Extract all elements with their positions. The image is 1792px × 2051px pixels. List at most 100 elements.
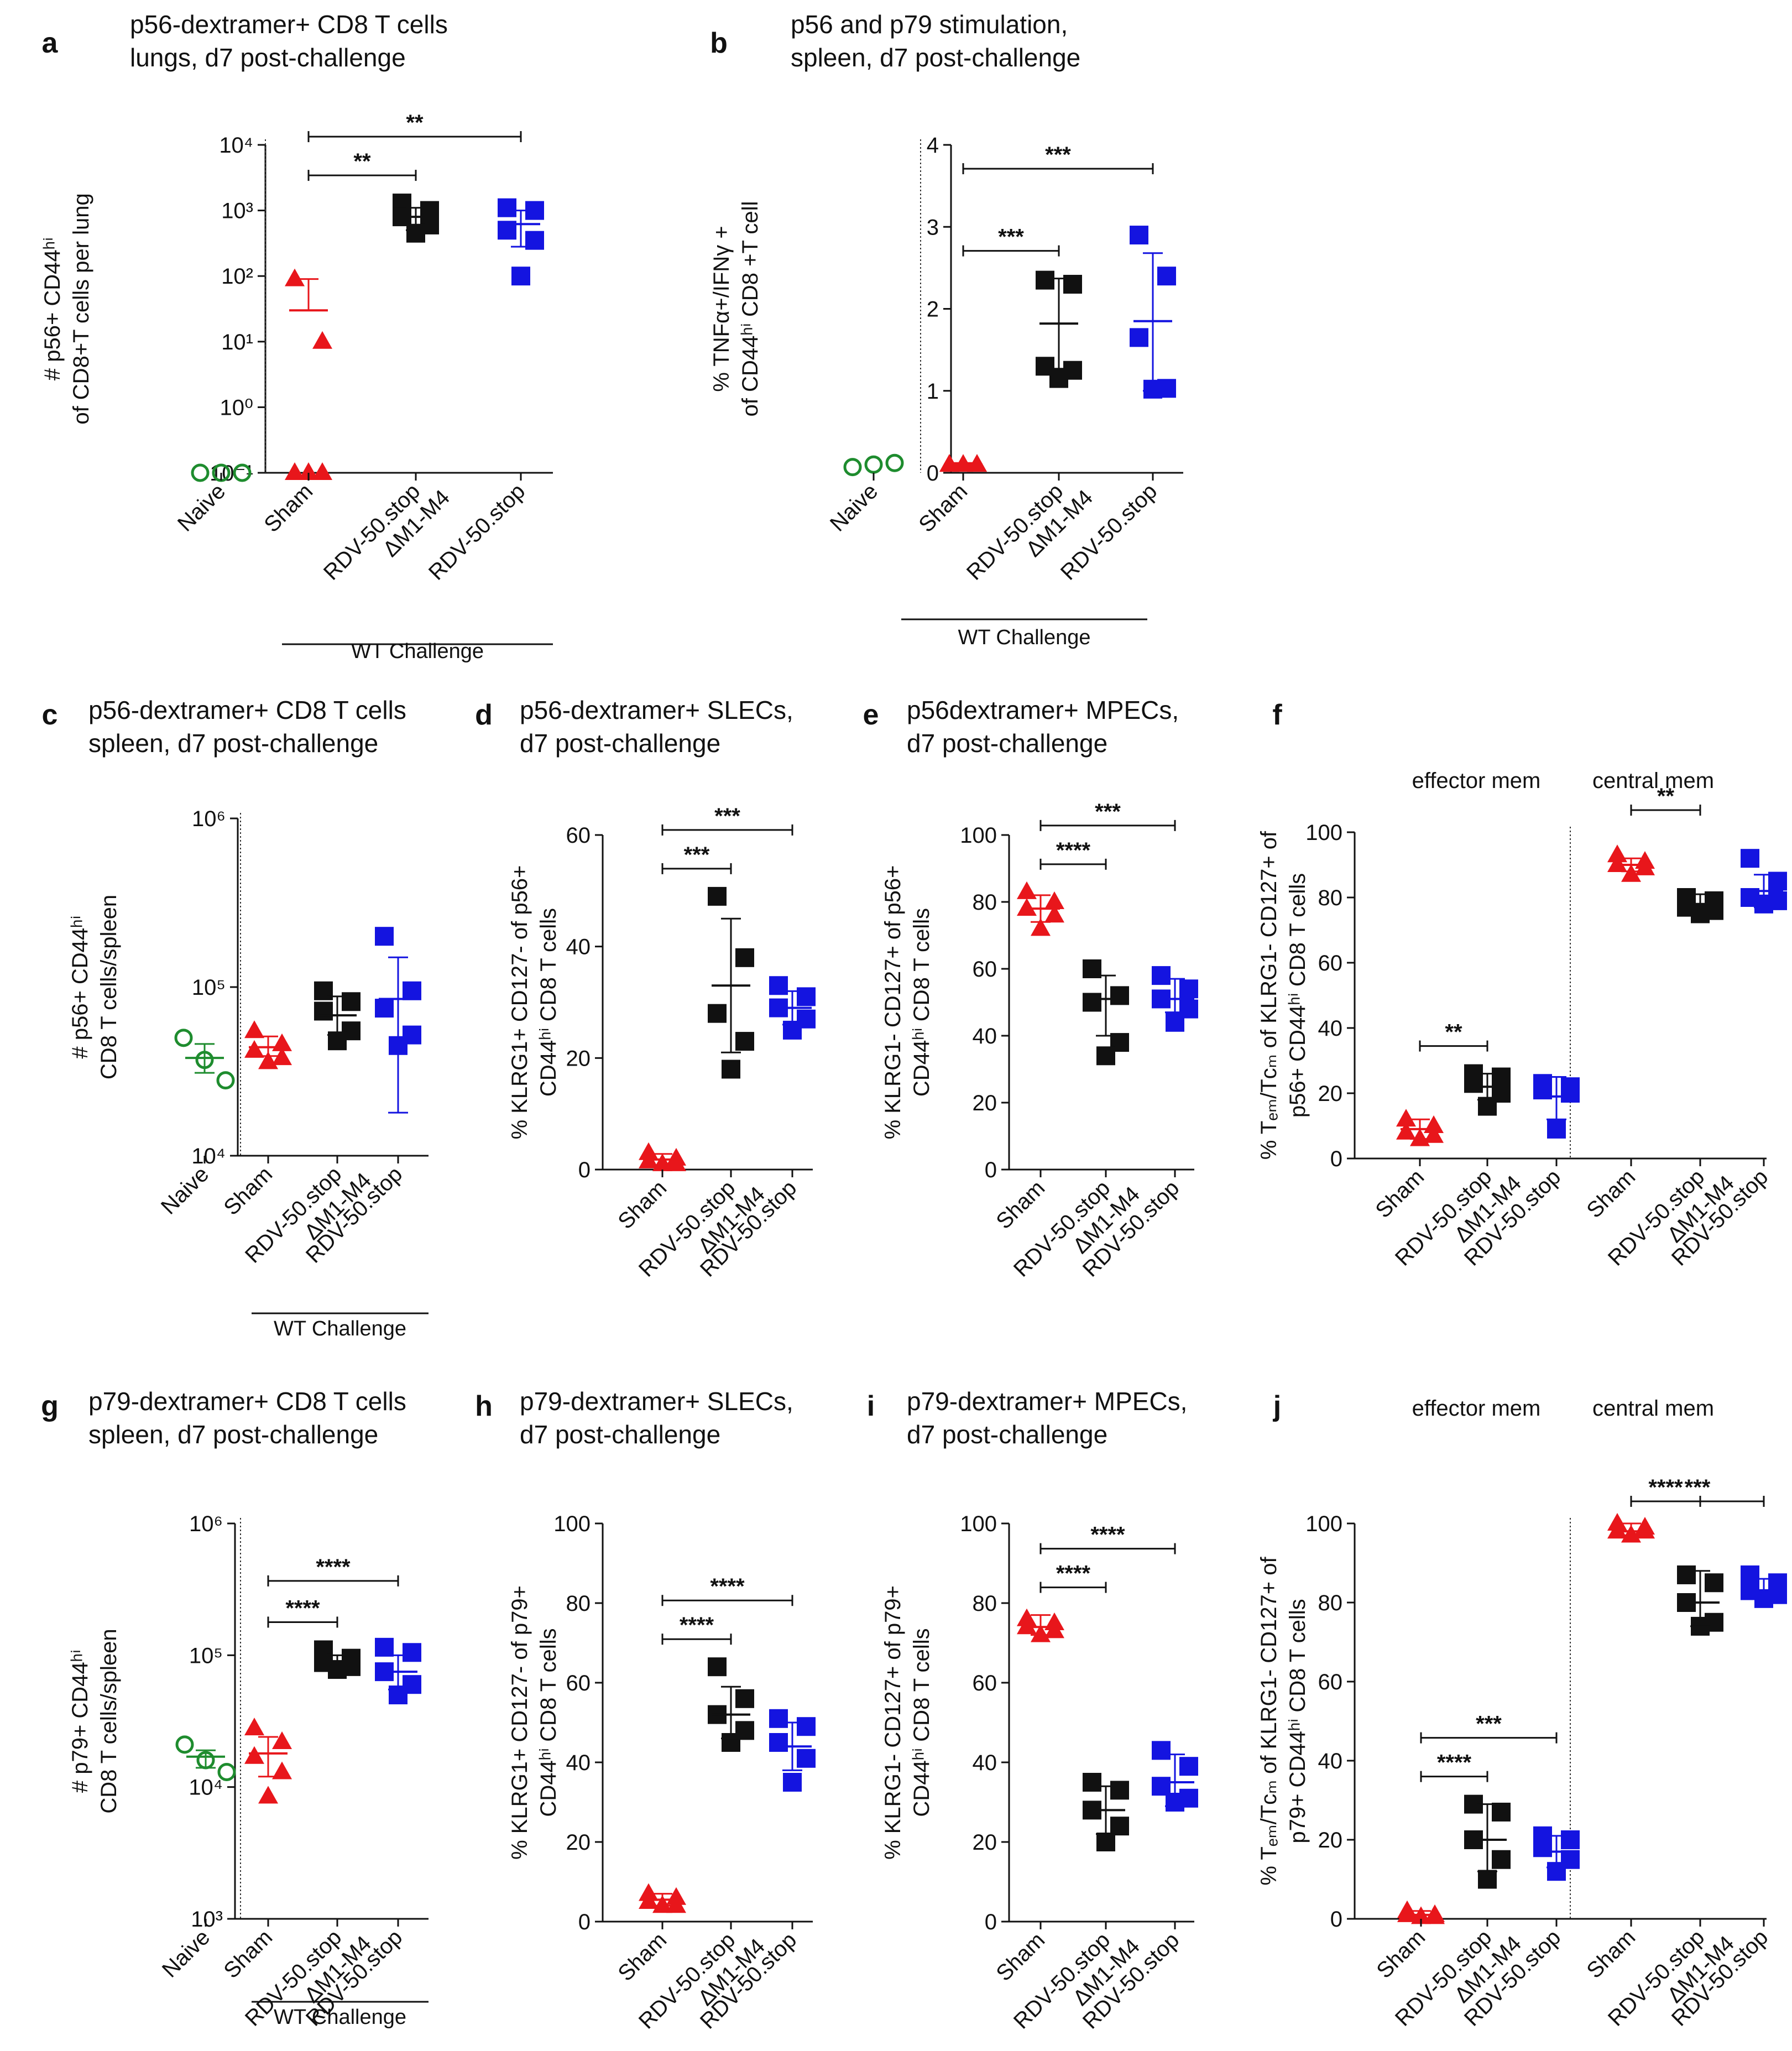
panel-title: d7 post-challenge: [520, 729, 720, 758]
y-axis-label: % Tₑₘ/Tᴄₘ of KLRG1- CD127+ of p56+ CD44ʰⁱ…: [1257, 831, 1310, 1160]
y-label-line: CD8 T cells/spleen: [97, 895, 121, 1079]
group-2: [314, 981, 361, 1051]
data-point: [797, 1749, 816, 1768]
y-tick-label: 40: [566, 1751, 591, 1775]
y-tick-label: 0: [578, 1910, 591, 1934]
group-0: [639, 1142, 686, 1171]
wt-challenge-label: WT Challenge: [274, 2006, 406, 2029]
panel-letter: b: [710, 27, 728, 59]
data-point: [797, 1717, 816, 1736]
group-1: [244, 1718, 292, 1804]
x-label-line: Sham: [219, 1925, 277, 1983]
group-1: [285, 268, 332, 480]
group-3: [1607, 844, 1655, 882]
data-point: [244, 1040, 264, 1058]
panel-title: lungs, d7 post-challenge: [130, 43, 406, 72]
x-label-line: Sham: [219, 1162, 277, 1220]
section-label: effector mem: [1412, 769, 1541, 793]
panel-g: g p79-dextramer+ CD8 T cells spleen, d7 po…: [41, 1387, 429, 2031]
data-point: [1741, 849, 1759, 868]
data-point: [1017, 1616, 1037, 1635]
y-label-line: % KLRG1+ CD127- of p56+: [508, 865, 532, 1140]
sig-label: ****: [1056, 838, 1091, 863]
y-label-line: % KLRG1+ CD127- of p79+: [508, 1585, 532, 1860]
section-label: effector mem: [1412, 1396, 1541, 1421]
sig-label: ***: [1045, 143, 1071, 167]
sig-label: **: [1657, 784, 1675, 808]
data-point: [1179, 979, 1198, 999]
x-tick-label: Sham: [613, 1176, 671, 1234]
data-point: [175, 1735, 194, 1754]
y-tick-label: 10³: [221, 199, 253, 223]
data-point: [666, 1895, 686, 1913]
sig-label: **: [1445, 1020, 1462, 1045]
data-point: [233, 463, 252, 482]
y-tick-label: 10³: [191, 1907, 223, 1932]
y-tick-label: 0: [1330, 1147, 1342, 1171]
group-1: [1464, 1064, 1511, 1116]
panel-title: spleen, d7 post-challenge: [88, 729, 378, 758]
sig-label: ***: [684, 843, 710, 867]
x-tick-label: Sham: [1582, 1925, 1640, 1983]
x-tick-label: Sham: [219, 1925, 277, 1983]
y-tick-label: 0: [927, 461, 939, 486]
y-tick-label: 20: [566, 1830, 591, 1855]
y-label-line: % KLRG1- CD127+ of p79+: [881, 1585, 905, 1860]
data-point: [769, 1709, 788, 1728]
data-point: [216, 1071, 235, 1090]
panel-h: h p79-dextramer+ SLECs, d7 post-challenge 0…: [475, 1387, 816, 2034]
group-1: [244, 1020, 292, 1069]
data-point: [312, 331, 332, 349]
data-point: [1044, 905, 1064, 923]
x-tick-label: Naive: [826, 479, 882, 536]
group-1: [708, 1657, 754, 1752]
data-point: [1397, 1904, 1417, 1922]
data-point: [403, 981, 421, 1000]
data-point: [511, 267, 530, 286]
data-point: [1130, 328, 1148, 347]
data-point: [1561, 1830, 1580, 1849]
group-0: [1397, 1900, 1445, 1924]
sig-label: ****: [1437, 1751, 1472, 1775]
group-0: [174, 1029, 235, 1090]
y-tick-label: 80: [1318, 886, 1343, 910]
data-point: [1607, 1521, 1627, 1539]
data-point: [1179, 1757, 1198, 1776]
y-tick-label: 40: [566, 935, 591, 959]
y-tick-label: 4: [927, 133, 939, 158]
y-axis-label: % Tₑₘ/Tᴄₘ of KLRG1- CD127+ of p79+ CD44ʰⁱ…: [1257, 1557, 1310, 1886]
data-point: [244, 1746, 264, 1764]
y-axis-label: % KLRG1+ CD127- of p79+ CD44ʰⁱ CD8 T cell…: [508, 1585, 561, 1860]
group-2: [1036, 270, 1082, 388]
data-point: [783, 1773, 802, 1792]
panel-letter: j: [1273, 1390, 1281, 1422]
data-point: [1741, 1565, 1759, 1584]
y-axis-label: # p56+ CD44ʰⁱ CD8 T cells/spleen: [68, 895, 121, 1079]
data-point: [272, 1731, 292, 1750]
panel-title: spleen, d7 post-challenge: [791, 43, 1080, 72]
data-point: [314, 981, 333, 1000]
panel-e: e p56dextramer+ MPECs, d7 post-challenge 0 2…: [863, 696, 1198, 1282]
section-label: central mem: [1592, 1396, 1714, 1421]
data-point: [1017, 881, 1037, 899]
data-point: [314, 1001, 333, 1021]
y-tick-label: 100: [960, 823, 997, 848]
data-point: [1044, 891, 1064, 909]
wt-challenge-label: WT Challenge: [351, 640, 484, 663]
y-label-line: % Tₑₘ/Tᴄₘ of KLRG1- CD127+ of: [1257, 831, 1281, 1160]
panel-letter: h: [475, 1390, 493, 1422]
data-point: [797, 987, 816, 1006]
y-tick-label: 20: [1318, 1828, 1343, 1852]
y-label-line: of CD8+T cells per lung: [69, 193, 93, 424]
data-point: [1130, 226, 1148, 245]
x-label-line: Naive: [158, 1925, 215, 1982]
y-label-line: % KLRG1- CD127+ of p56+: [881, 865, 905, 1140]
wt-challenge-label: WT Challenge: [958, 626, 1090, 649]
data-point: [1063, 275, 1082, 294]
sig-label: ***: [1685, 1475, 1711, 1500]
y-tick-label: 100: [553, 1512, 591, 1536]
data-point: [885, 453, 904, 472]
group-0: [639, 1883, 686, 1913]
